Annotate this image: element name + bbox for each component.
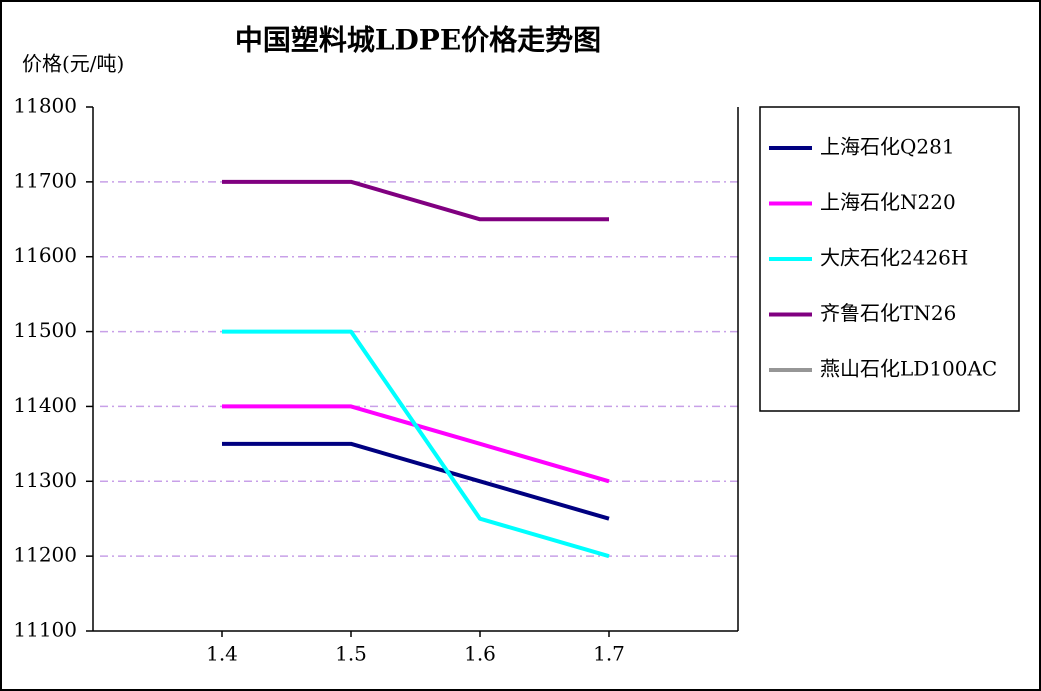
series-line xyxy=(222,441,610,521)
y-tick-label: 11600 xyxy=(13,243,77,267)
y-tick-label: 11500 xyxy=(13,318,77,342)
chart-title: 中国塑料城LDPE价格走势图 xyxy=(235,24,601,57)
y-tick-label: 11100 xyxy=(13,618,77,642)
legend-label: 上海石化Q281 xyxy=(820,135,955,159)
y-tick-label: 11700 xyxy=(13,168,77,192)
series-line xyxy=(222,179,609,222)
legend-label: 燕山石化LD100AC xyxy=(820,357,997,381)
y-tick-label: 11300 xyxy=(13,468,77,492)
y-tick-label: 11400 xyxy=(13,393,77,417)
y-axis-label: 价格(元/吨) xyxy=(22,52,124,76)
legend-label: 大庆石化2426H xyxy=(820,246,968,270)
y-tick-label: 11200 xyxy=(13,543,77,567)
x-tick-label: 1.5 xyxy=(335,642,367,666)
legend-label: 齐鲁石化TN26 xyxy=(820,301,956,325)
series-line xyxy=(222,329,610,559)
legend-label: 上海石化N220 xyxy=(820,190,956,214)
y-tick-label: 11800 xyxy=(13,94,77,118)
x-tick-label: 1.6 xyxy=(464,642,496,666)
x-tick-label: 1.4 xyxy=(206,642,238,666)
x-tick-label: 1.7 xyxy=(593,642,625,666)
